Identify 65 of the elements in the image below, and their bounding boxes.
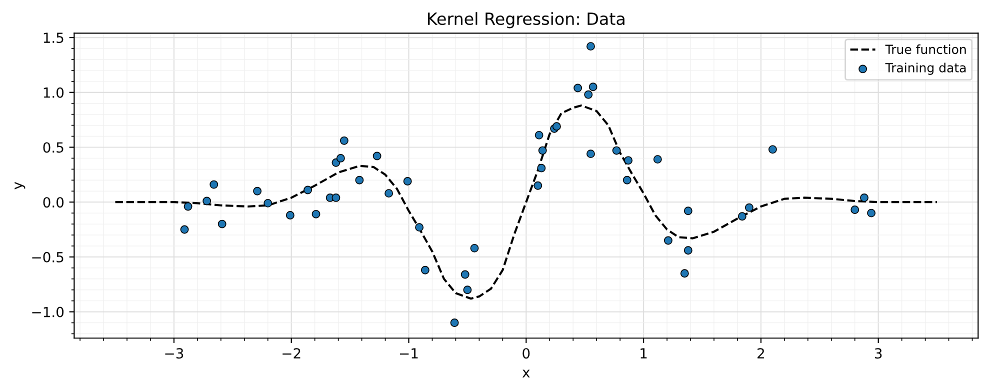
line-series [114, 104, 938, 300]
point [534, 181, 542, 190]
point [372, 152, 382, 160]
point [470, 244, 479, 252]
point [184, 202, 192, 211]
point [664, 236, 672, 245]
point [264, 198, 272, 208]
x-tick-label: −2 [282, 348, 300, 358]
x-tick-label: 1 [640, 348, 647, 358]
x-tick-label: −3 [165, 348, 184, 359]
point [744, 203, 754, 212]
point [253, 186, 262, 196]
x-tick-label: −1 [400, 348, 418, 358]
point [534, 130, 544, 140]
point [202, 196, 212, 206]
point [537, 164, 546, 172]
point [612, 146, 621, 155]
y-tick-label: 0.5 [43, 142, 64, 153]
point [340, 136, 348, 145]
point [867, 208, 876, 218]
point [180, 225, 189, 234]
point [850, 206, 860, 214]
point [415, 223, 424, 232]
y-tick-label: 1.0 [44, 87, 64, 98]
point [538, 146, 547, 155]
point [574, 84, 582, 92]
point [312, 210, 320, 218]
point [332, 193, 340, 202]
x-axis-title: x [522, 370, 530, 378]
point [403, 177, 412, 186]
point [684, 246, 692, 255]
point [286, 211, 294, 220]
x-tick-label: 2 [758, 348, 764, 358]
point [680, 269, 689, 278]
point [450, 318, 459, 327]
point [460, 270, 470, 279]
point [684, 206, 692, 216]
point [463, 286, 472, 294]
point [738, 212, 746, 221]
y-tick-label: 0.0 [43, 197, 64, 208]
point [584, 90, 593, 99]
point [588, 82, 598, 92]
point [336, 154, 345, 162]
point [653, 155, 662, 164]
point [586, 42, 595, 51]
legend-label: Training data [885, 62, 966, 75]
chart-title: Kernel Regression: Data [428, 12, 624, 28]
point [420, 266, 430, 274]
point [622, 176, 632, 184]
y-tick-label: −0.5 [32, 252, 64, 262]
point [210, 180, 218, 189]
point [304, 186, 312, 194]
y-tick-label: 1.5 [44, 32, 64, 44]
x-tick-label: 3 [874, 348, 882, 359]
point [860, 193, 868, 202]
legend-label: True function [885, 44, 966, 54]
point [355, 176, 364, 184]
y-tick-label: −1.0 [32, 306, 64, 318]
point [624, 156, 633, 165]
point [768, 145, 777, 154]
point [586, 150, 595, 158]
point [384, 189, 394, 198]
y-axis-title: y [14, 182, 26, 190]
x-tick-label: 0 [522, 348, 530, 359]
point [218, 220, 226, 228]
